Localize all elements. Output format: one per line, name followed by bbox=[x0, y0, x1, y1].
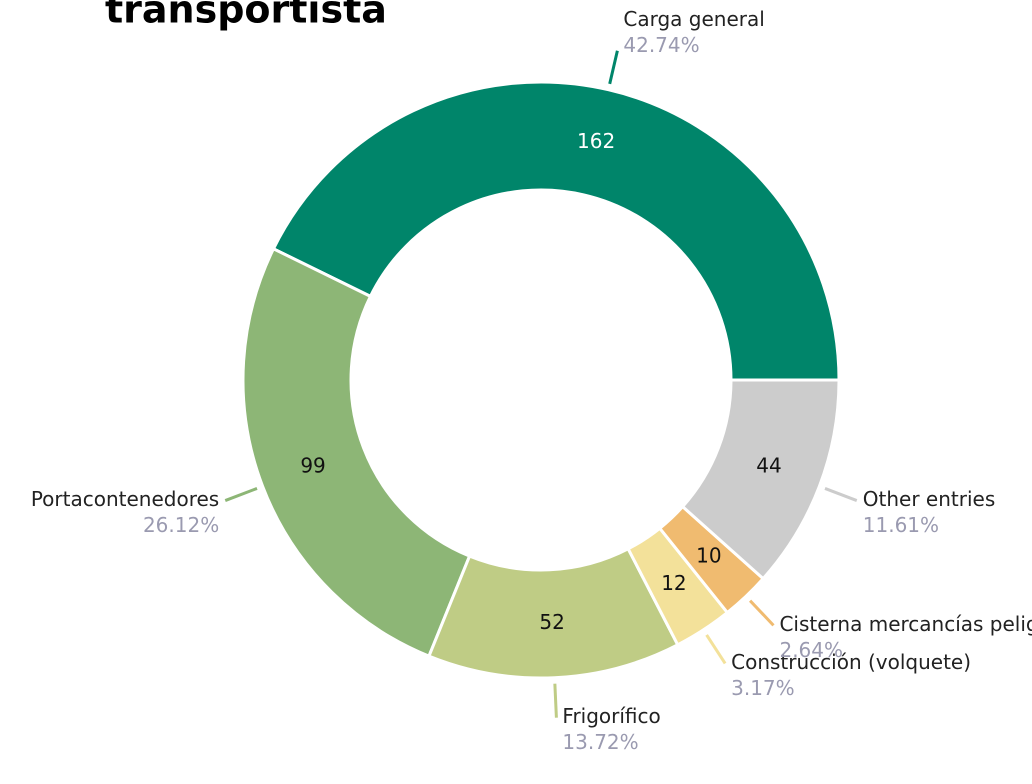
value-label: 12 bbox=[661, 571, 686, 595]
value-label: 162 bbox=[577, 129, 615, 153]
percent-label: 42.74% bbox=[623, 33, 699, 57]
donut-segment bbox=[680, 378, 841, 581]
leader-line bbox=[824, 487, 858, 502]
leader-line bbox=[749, 599, 775, 627]
percent-label: 26.12% bbox=[143, 513, 219, 537]
category-label: Portacontenedores bbox=[31, 487, 219, 511]
percent-label: 11.61% bbox=[863, 513, 939, 537]
category-label: Construcción (volquete) bbox=[731, 650, 971, 674]
chart-title: transportista bbox=[105, 0, 387, 32]
category-label: Carga general bbox=[623, 7, 764, 31]
value-label: 52 bbox=[539, 610, 564, 634]
percent-label: 13.72% bbox=[562, 730, 638, 754]
value-label: 44 bbox=[756, 454, 781, 478]
percent-label: 3.17% bbox=[731, 676, 795, 700]
percent-label: 2.64% bbox=[779, 638, 843, 662]
category-label: Cisterna mercancías peligrosas bbox=[779, 612, 1032, 636]
leader-line bbox=[608, 50, 619, 85]
value-label: 10 bbox=[696, 544, 721, 568]
value-label: 99 bbox=[300, 454, 325, 478]
leader-line bbox=[705, 634, 727, 665]
leader-line bbox=[553, 683, 558, 718]
leader-line bbox=[224, 487, 258, 502]
donut-segment bbox=[271, 80, 841, 382]
category-label: Frigorífico bbox=[562, 704, 660, 728]
category-label: Other entries bbox=[863, 487, 995, 511]
donut-segment bbox=[241, 246, 472, 659]
